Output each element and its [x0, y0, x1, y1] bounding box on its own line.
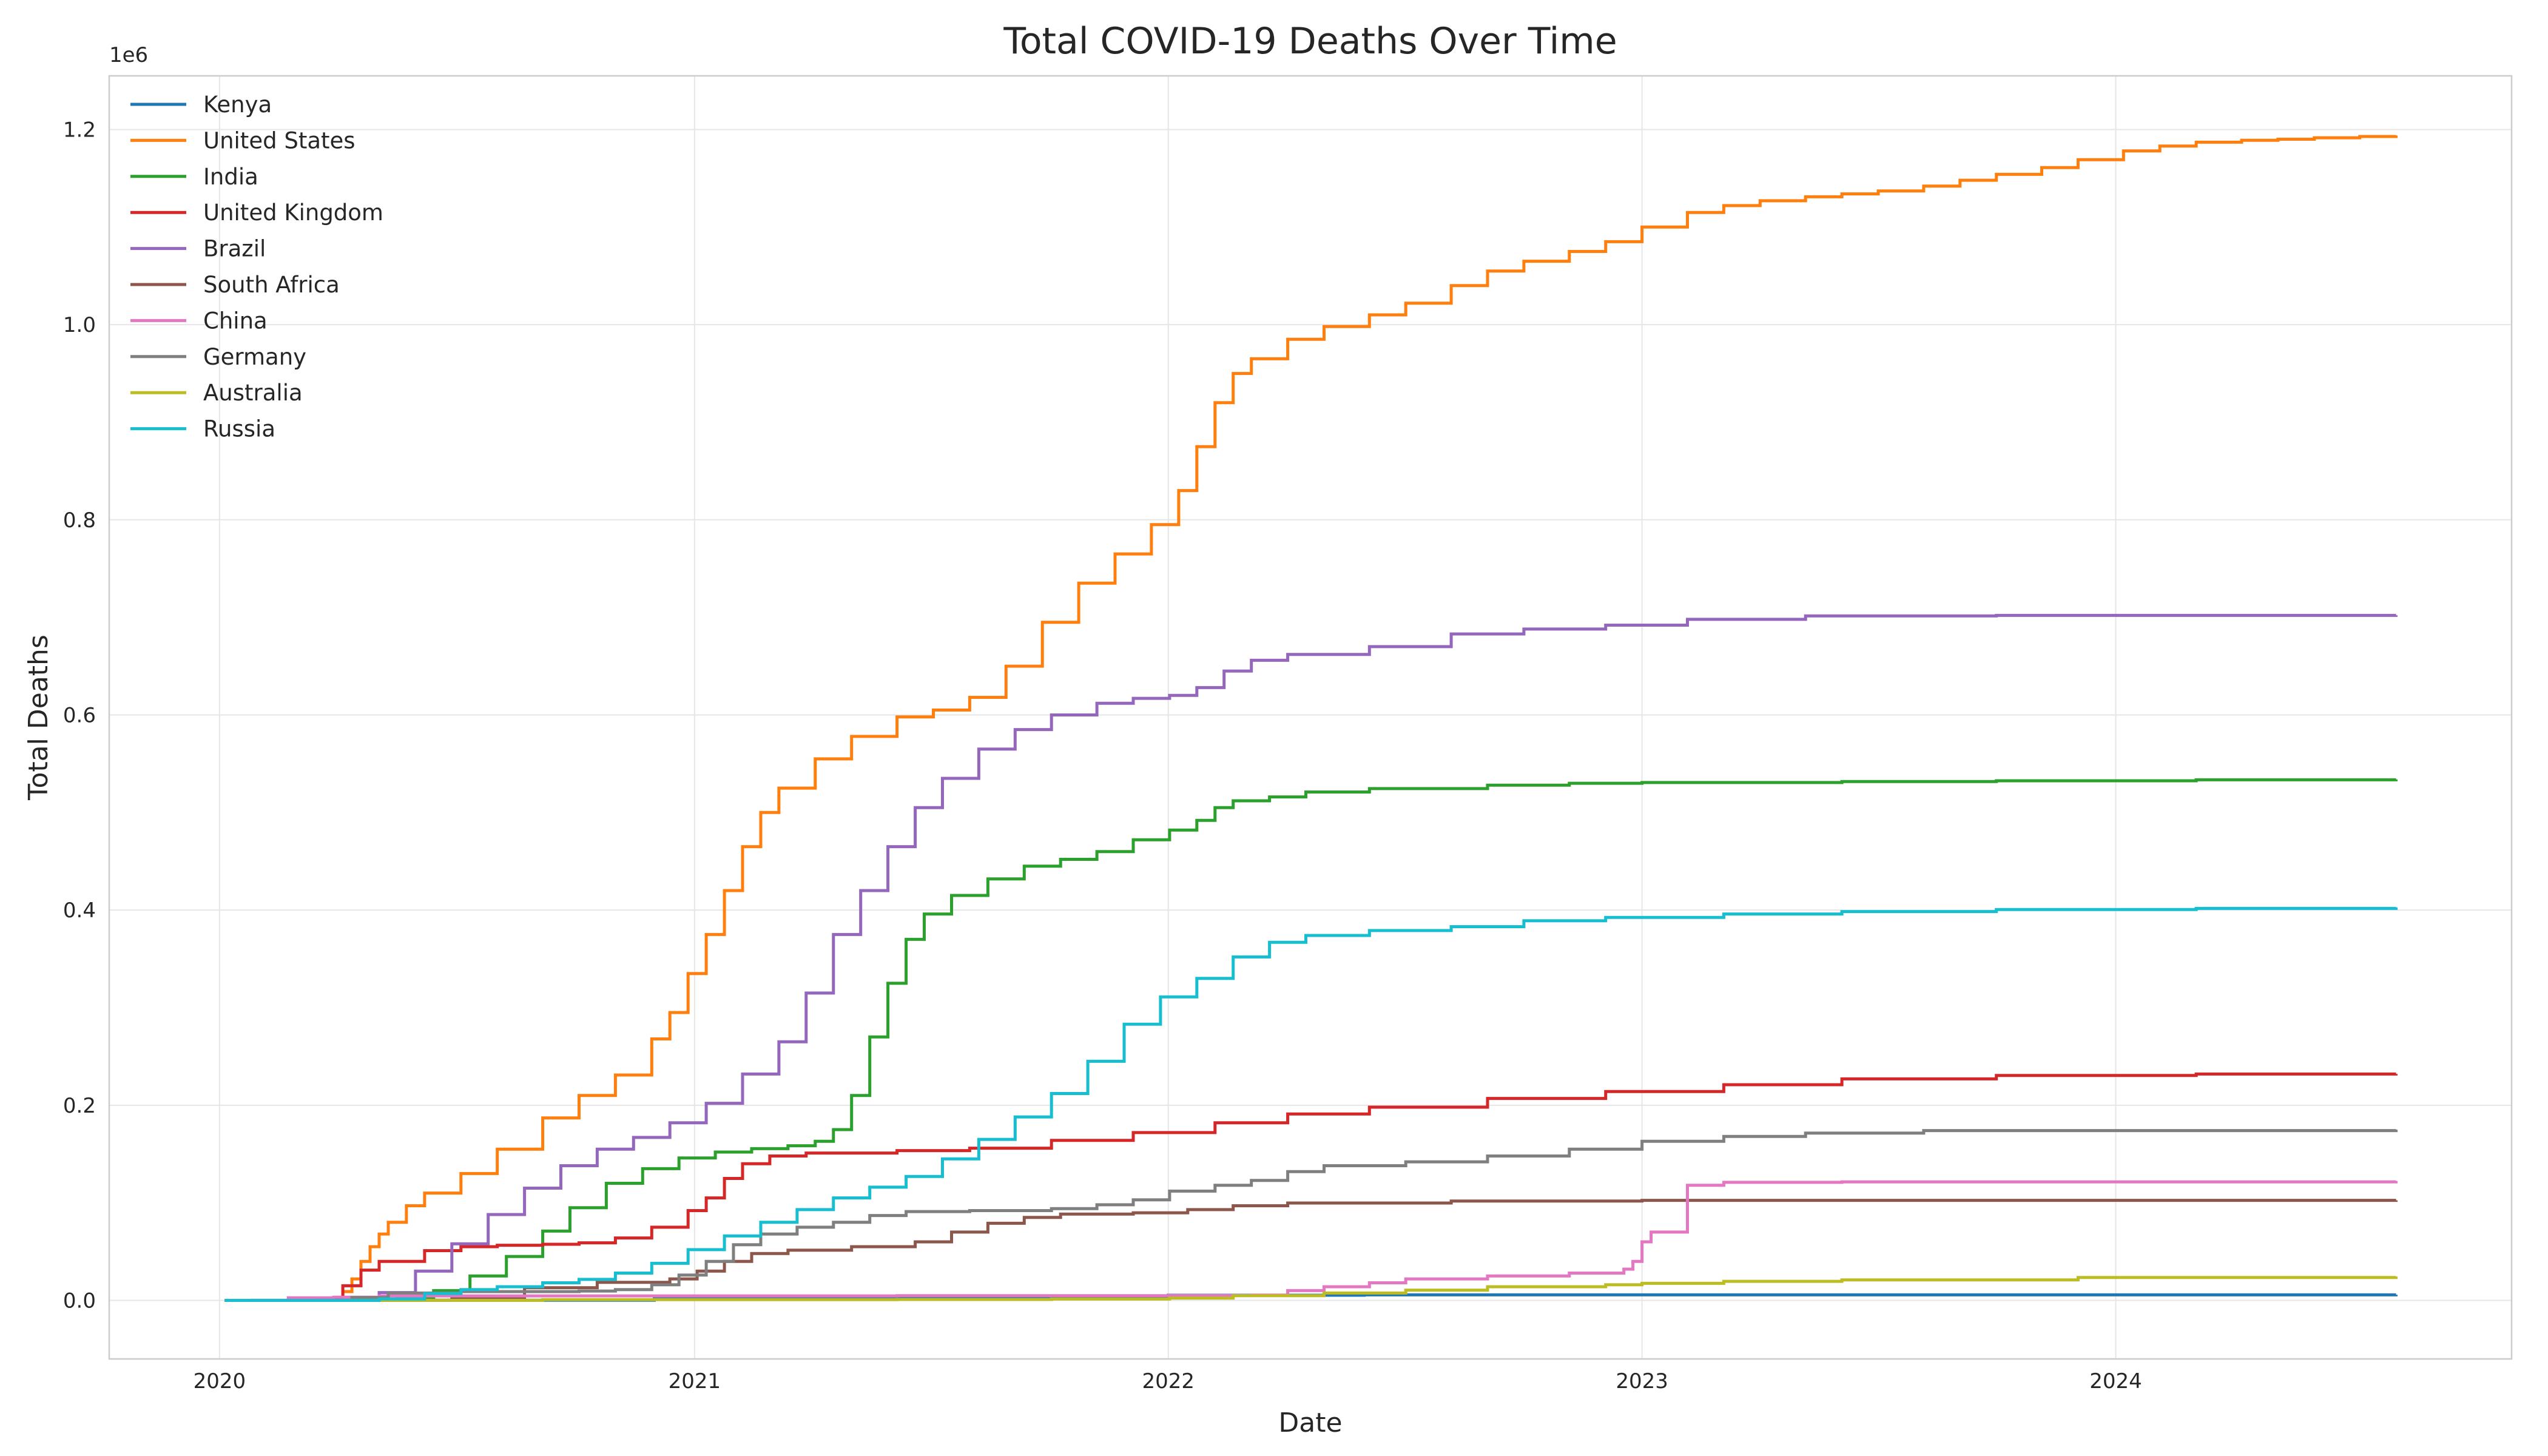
series-line-united-kingdom — [224, 1072, 2398, 1302]
y-tick-label: 0.2 — [63, 1094, 96, 1118]
legend-label: United Kingdom — [203, 200, 383, 226]
y-axis-label: Total Deaths — [23, 635, 54, 801]
plot-frame — [108, 75, 2513, 1360]
legend-label: China — [203, 308, 268, 334]
y-tick-label: 0.0 — [63, 1289, 96, 1313]
y-tick-label: 1.2 — [63, 118, 96, 142]
series-line-australia — [224, 1276, 2398, 1302]
legend-label: Kenya — [203, 92, 272, 118]
legend-label: India — [203, 164, 258, 190]
series-line-india — [224, 778, 2398, 1302]
chart-title: Total COVID-19 Deaths Over Time — [1003, 20, 1617, 62]
y-tick-label: 1.0 — [63, 313, 96, 337]
legend-label: Brazil — [203, 236, 266, 262]
series-line-brazil — [224, 613, 2398, 1302]
legend: Kenya United States India United Kingdom Bra… — [130, 92, 383, 442]
x-tick-label: 2021 — [669, 1369, 721, 1394]
x-tick-label: 2023 — [1616, 1369, 1668, 1394]
legend-label: United States — [203, 127, 356, 153]
legend-label: Australia — [203, 380, 303, 406]
x-tick-label: 2022 — [1142, 1369, 1195, 1394]
y-tick-label: 0.6 — [63, 703, 96, 727]
x-axis-label: Date — [1278, 1407, 1342, 1438]
legend-label: Germany — [203, 344, 306, 370]
x-tick-label: 2024 — [2089, 1369, 2142, 1394]
series-line-united-states — [224, 135, 2398, 1302]
series-line-south-africa — [224, 1199, 2398, 1302]
series-layer — [224, 135, 2398, 1302]
series-line-russia — [224, 906, 2398, 1302]
y-tick-label: 0.4 — [63, 898, 96, 923]
y-axis-scale-label: 1e6 — [109, 43, 148, 67]
grid-layer — [109, 76, 2512, 1359]
tick-layer: 2020 2021 2022 2023 2024 0.0 0.2 0.4 0.6 0.8 1.0 1.… — [63, 118, 2142, 1394]
legend-label: Russia — [203, 416, 275, 442]
x-tick-label: 2020 — [194, 1369, 246, 1394]
series-line-germany — [224, 1129, 2398, 1302]
y-tick-label: 0.8 — [63, 508, 96, 533]
legend-label: South Africa — [203, 272, 340, 298]
